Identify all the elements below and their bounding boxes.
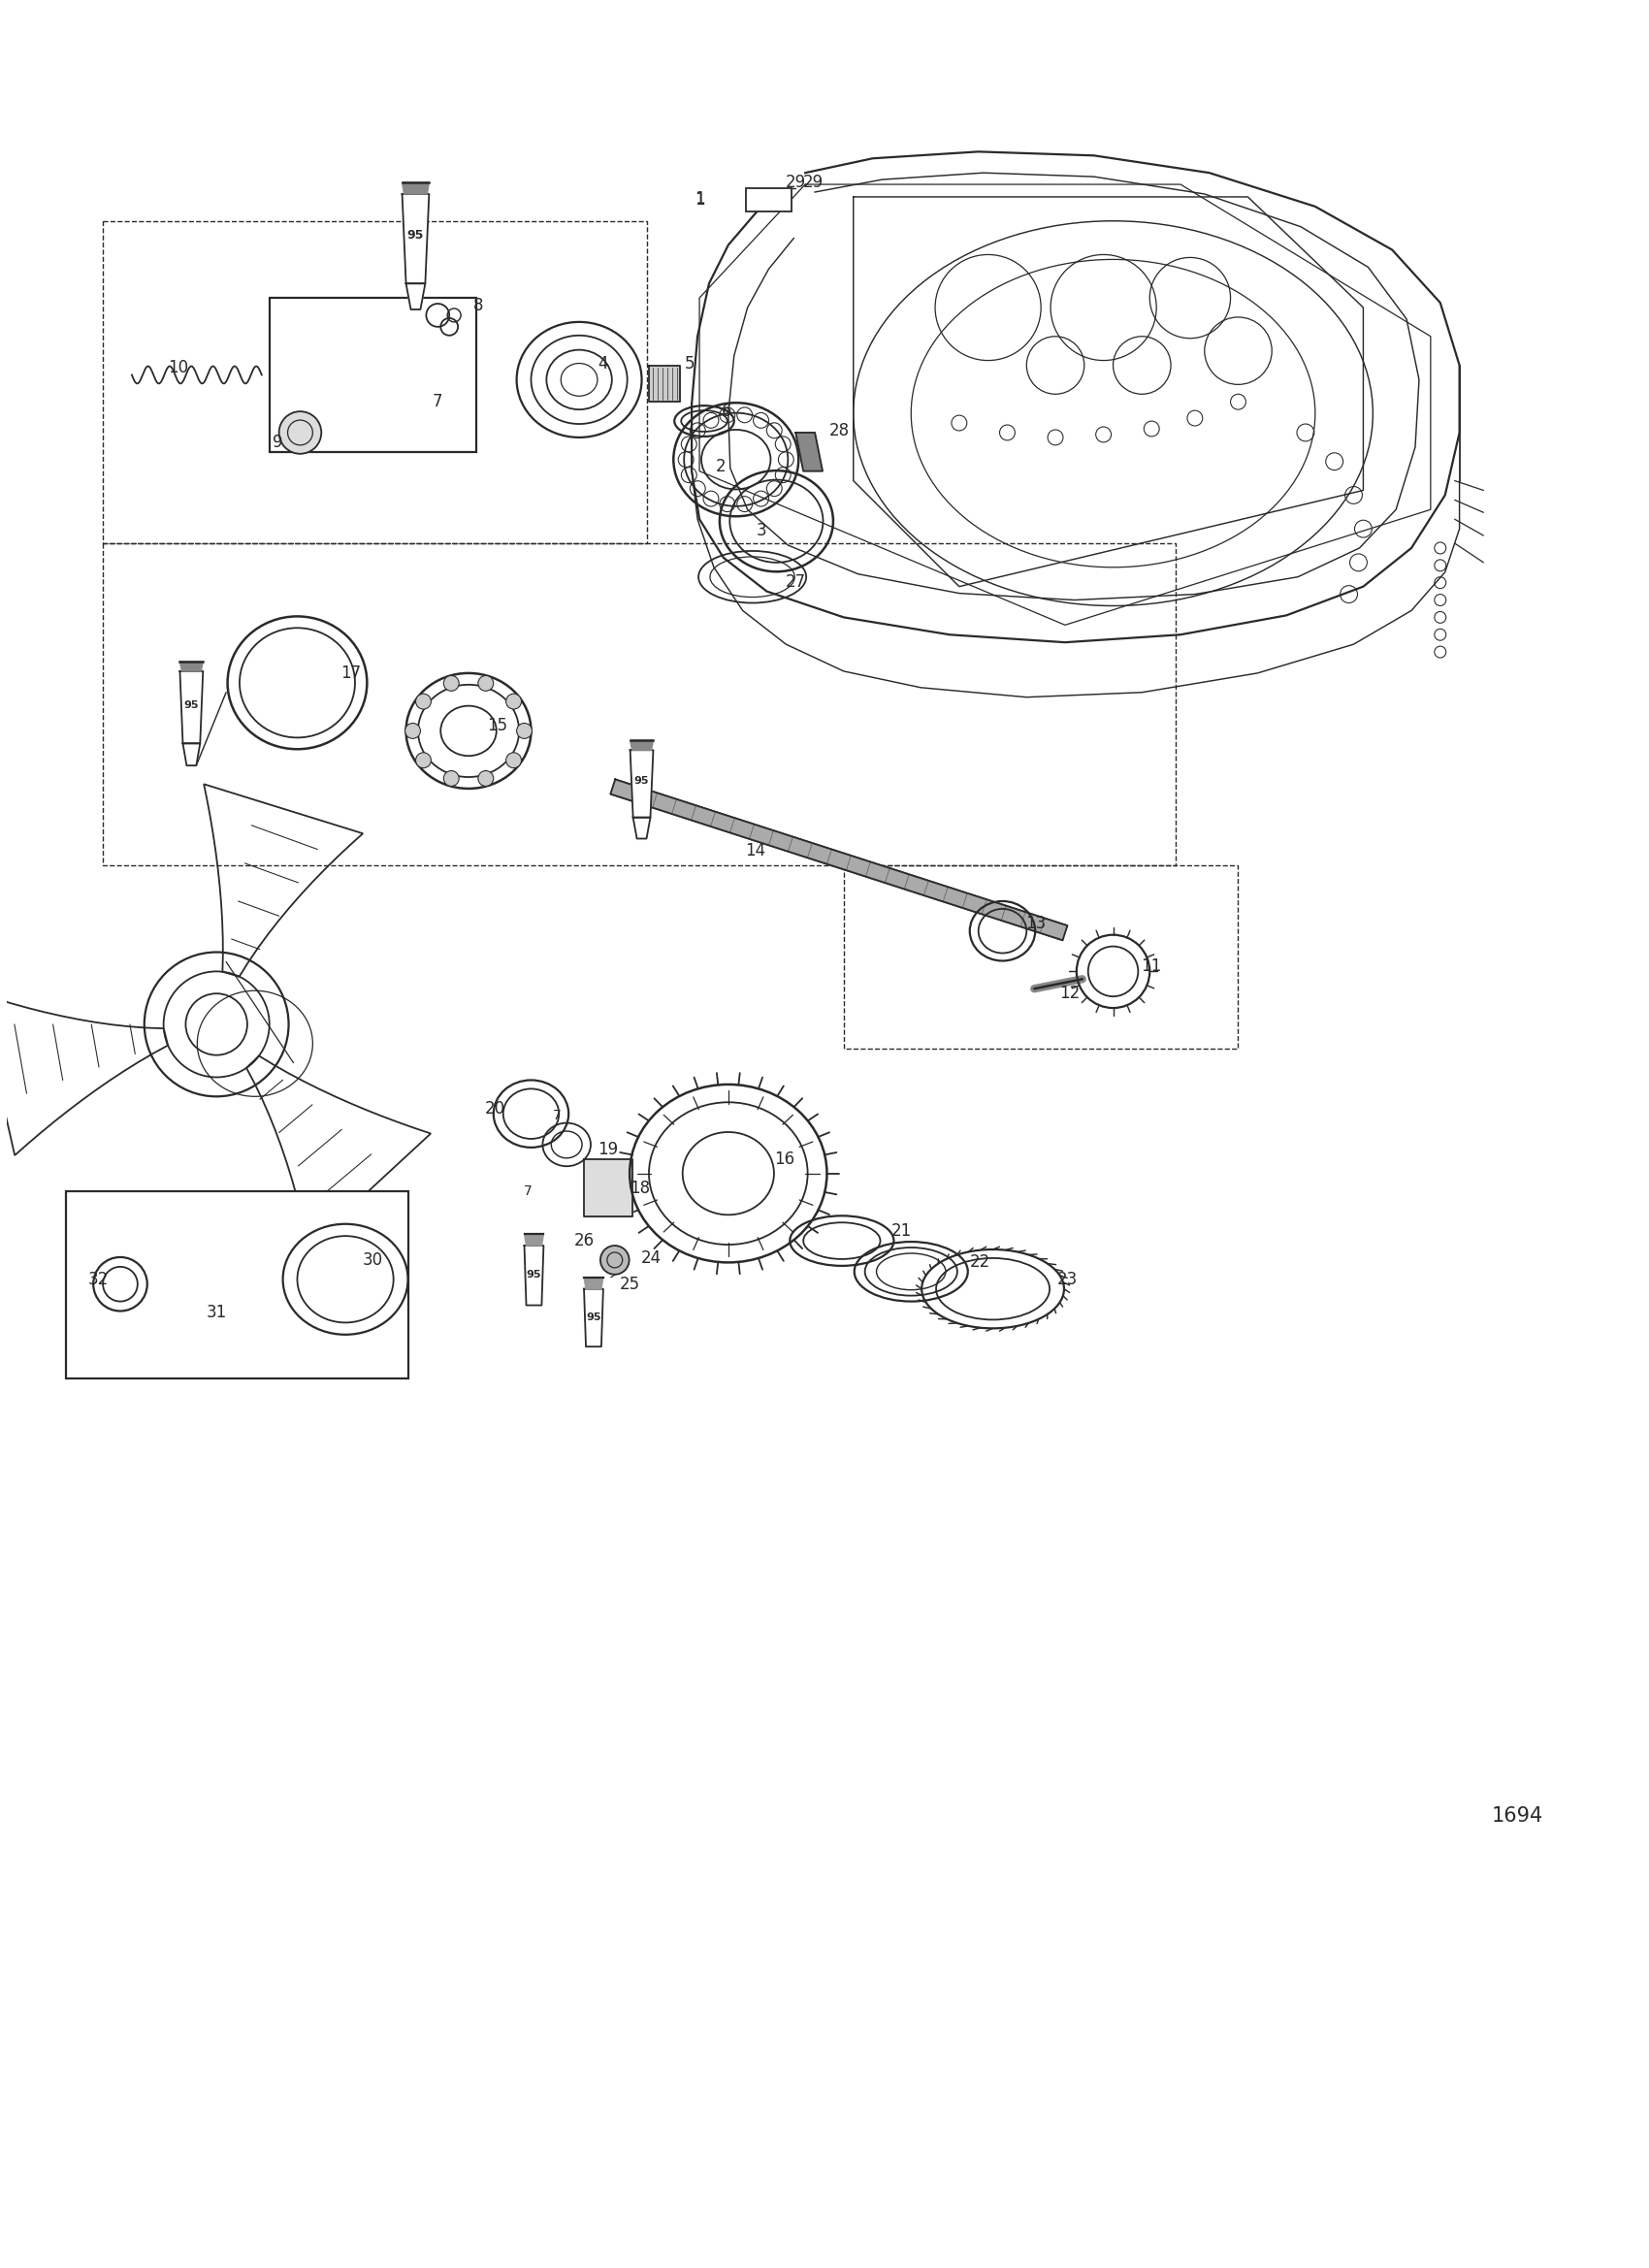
Polygon shape bbox=[180, 671, 203, 744]
Text: 24: 24 bbox=[641, 1250, 661, 1268]
Polygon shape bbox=[183, 744, 200, 767]
Text: 27: 27 bbox=[785, 574, 806, 590]
Polygon shape bbox=[524, 1234, 544, 1245]
Text: 7: 7 bbox=[432, 392, 444, 411]
Text: 9: 9 bbox=[274, 433, 284, 451]
Text: 95: 95 bbox=[526, 1270, 541, 1279]
Polygon shape bbox=[402, 181, 429, 195]
Circle shape bbox=[478, 771, 493, 787]
Text: 10: 10 bbox=[168, 358, 188, 376]
Text: 6: 6 bbox=[721, 404, 732, 420]
Polygon shape bbox=[584, 1159, 632, 1216]
Circle shape bbox=[406, 723, 420, 739]
Circle shape bbox=[279, 411, 322, 454]
Text: 11: 11 bbox=[1141, 957, 1163, 975]
Circle shape bbox=[600, 1245, 630, 1275]
Text: 21: 21 bbox=[890, 1222, 912, 1241]
Text: 26: 26 bbox=[574, 1232, 594, 1250]
Polygon shape bbox=[524, 1245, 544, 1306]
Polygon shape bbox=[630, 751, 653, 816]
Text: 4: 4 bbox=[599, 354, 608, 372]
Polygon shape bbox=[630, 739, 653, 751]
Polygon shape bbox=[402, 195, 429, 284]
Text: 13: 13 bbox=[1026, 914, 1047, 932]
Text: 16: 16 bbox=[773, 1150, 795, 1168]
Text: 30: 30 bbox=[363, 1252, 383, 1268]
Text: 1: 1 bbox=[694, 191, 704, 209]
Text: 5: 5 bbox=[684, 354, 694, 372]
Polygon shape bbox=[633, 816, 650, 839]
Text: 32: 32 bbox=[87, 1270, 109, 1288]
Text: 25: 25 bbox=[620, 1275, 640, 1293]
Polygon shape bbox=[180, 662, 203, 671]
Text: 12: 12 bbox=[1060, 984, 1080, 1002]
Text: 95: 95 bbox=[185, 701, 200, 710]
Circle shape bbox=[416, 694, 430, 710]
Circle shape bbox=[444, 676, 458, 692]
Text: 7: 7 bbox=[524, 1184, 533, 1198]
Text: 18: 18 bbox=[630, 1179, 650, 1198]
Text: 1694: 1694 bbox=[1491, 1805, 1543, 1826]
Text: 95: 95 bbox=[585, 1313, 602, 1322]
Circle shape bbox=[478, 676, 493, 692]
Polygon shape bbox=[406, 284, 425, 308]
Circle shape bbox=[416, 753, 430, 769]
Text: 29: 29 bbox=[785, 175, 806, 191]
Text: 31: 31 bbox=[206, 1304, 228, 1322]
Text: 3: 3 bbox=[755, 522, 767, 540]
Text: 19: 19 bbox=[599, 1141, 618, 1159]
Polygon shape bbox=[584, 1288, 604, 1347]
Polygon shape bbox=[650, 365, 679, 401]
Polygon shape bbox=[584, 1277, 604, 1288]
Circle shape bbox=[444, 771, 458, 787]
FancyBboxPatch shape bbox=[745, 188, 792, 211]
Circle shape bbox=[506, 753, 521, 769]
FancyBboxPatch shape bbox=[269, 297, 477, 451]
Text: 7: 7 bbox=[552, 1109, 561, 1123]
Text: 2: 2 bbox=[716, 458, 726, 474]
Text: 1: 1 bbox=[694, 191, 704, 209]
Polygon shape bbox=[610, 780, 1067, 941]
Text: 28: 28 bbox=[829, 422, 849, 440]
Circle shape bbox=[506, 694, 521, 710]
Text: 14: 14 bbox=[745, 841, 765, 860]
Text: 17: 17 bbox=[341, 665, 361, 683]
Circle shape bbox=[516, 723, 533, 739]
Polygon shape bbox=[795, 433, 823, 472]
Text: 29: 29 bbox=[803, 175, 823, 191]
Text: 22: 22 bbox=[970, 1254, 991, 1270]
Text: 8: 8 bbox=[473, 297, 483, 315]
Text: 95: 95 bbox=[635, 776, 650, 785]
Text: 23: 23 bbox=[1057, 1270, 1077, 1288]
FancyBboxPatch shape bbox=[66, 1191, 407, 1379]
Text: 20: 20 bbox=[485, 1100, 506, 1118]
Text: 15: 15 bbox=[486, 717, 508, 735]
Text: 95: 95 bbox=[407, 229, 424, 243]
